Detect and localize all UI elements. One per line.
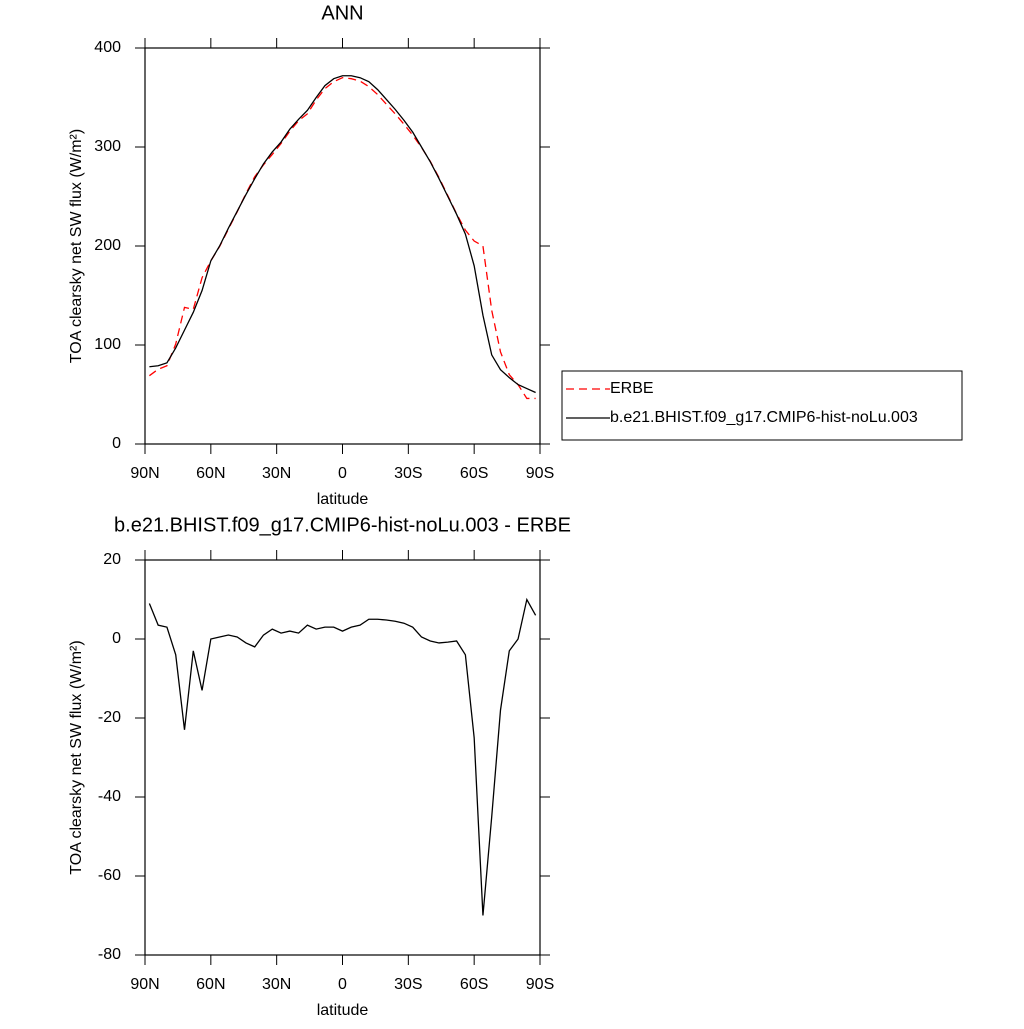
x-tick-label: 60S bbox=[460, 976, 488, 993]
y-tick-label: 200 bbox=[94, 237, 121, 254]
y-tick-label: 0 bbox=[112, 630, 121, 647]
y-tick-label: 100 bbox=[94, 336, 121, 353]
x-tick-label: 60N bbox=[196, 976, 225, 993]
x-tick-label: 30N bbox=[262, 465, 291, 482]
x-tick-label: 30S bbox=[394, 465, 422, 482]
x-tick-label: 90N bbox=[130, 976, 159, 993]
y-axis-label: TOA clearsky net SW flux (W/m²) bbox=[68, 129, 85, 363]
chart-title: ANN bbox=[321, 2, 363, 24]
plot-frame bbox=[144, 47, 541, 445]
y-tick-label: 400 bbox=[94, 39, 121, 56]
x-tick-label: 60N bbox=[196, 465, 225, 482]
x-tick-label: 90N bbox=[130, 465, 159, 482]
y-tick-label: 20 bbox=[103, 551, 121, 568]
x-tick-label: 30N bbox=[262, 976, 291, 993]
y-tick-label: -80 bbox=[98, 946, 121, 963]
y-tick-label: -20 bbox=[98, 709, 121, 726]
chart-title: b.e21.BHIST.f09_g17.CMIP6-hist-noLu.003 … bbox=[114, 514, 571, 536]
y-tick-label: -40 bbox=[98, 788, 121, 805]
series-line bbox=[149, 77, 536, 400]
x-axis-label: latitude bbox=[317, 491, 369, 508]
y-tick-label: 300 bbox=[94, 138, 121, 155]
series-line bbox=[148, 597, 537, 916]
y-tick-label: 0 bbox=[112, 435, 121, 452]
plot-frame bbox=[144, 559, 541, 956]
legend-box bbox=[561, 370, 963, 441]
x-axis-label: latitude bbox=[317, 1002, 369, 1019]
legend-label: ERBE bbox=[610, 380, 654, 397]
x-tick-label: 90S bbox=[526, 465, 554, 482]
series-line bbox=[149, 75, 536, 394]
y-tick-label: -60 bbox=[98, 867, 121, 884]
legend-label: b.e21.BHIST.f09_g17.CMIP6-hist-noLu.003 bbox=[610, 409, 918, 426]
x-tick-label: 90S bbox=[526, 976, 554, 993]
x-tick-label: 0 bbox=[338, 976, 347, 993]
x-tick-label: 0 bbox=[338, 465, 347, 482]
y-axis-label: TOA clearsky net SW flux (W/m²) bbox=[68, 640, 85, 874]
x-tick-label: 30S bbox=[394, 976, 422, 993]
x-tick-label: 60S bbox=[460, 465, 488, 482]
